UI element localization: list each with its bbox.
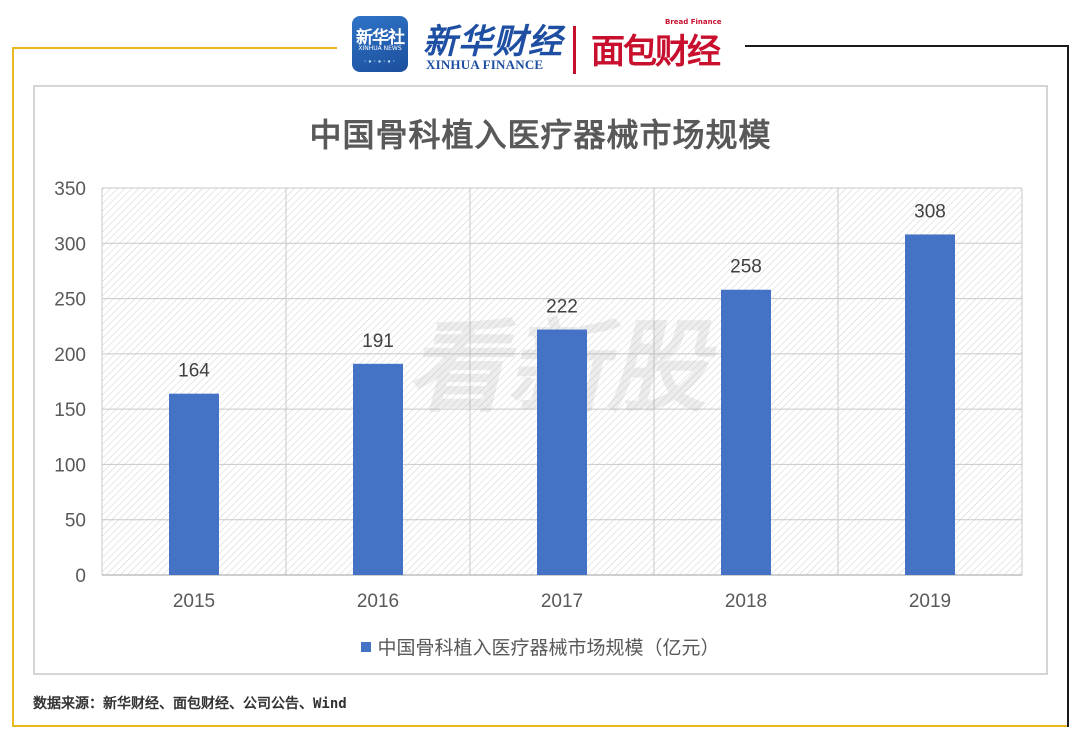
xinhua-finance-logo-cn: 新华财经 [423,22,563,62]
data-label-2017: 222 [546,297,578,318]
xinhua-news-logo: 新华社 XINHUA NEWS ·∙·∙·∙· [352,16,408,72]
y-tick-label: 300 [54,234,86,255]
data-label-2015: 164 [178,361,210,382]
x-tick-label: 2019 [909,591,951,612]
bread-finance-logo-cn: 面包财经 [591,32,721,72]
frame-line-right [1067,45,1069,727]
header-logos: 新华社 XINHUA NEWS ·∙·∙·∙· 新华财经 XINHUA FINA… [345,8,740,78]
y-tick-label: 0 [75,566,86,587]
data-label-2018: 258 [730,257,762,278]
xinhua-finance-logo-en: XINHUA FINANCE [426,57,544,72]
y-tick-label: 350 [54,179,86,200]
bar-2019 [905,234,955,575]
labels: 0 50 100 150 200 250 300 350 164 2015 191 2016 222 20… [54,179,951,612]
legend-label: 中国骨科植入医疗器械市场规模（亿元） [377,637,720,659]
y-tick-label: 250 [54,290,86,311]
y-tick-label: 50 [65,511,86,532]
bread-finance-logo-en: Bread Finance [665,18,722,26]
bar-2015 [169,393,219,575]
bar-2017 [537,329,587,575]
frame-line-left [12,47,14,727]
y-tick-label: 200 [54,345,86,366]
legend-swatch [361,642,372,652]
y-tick-label: 150 [54,400,86,421]
chart-svg: 看新股 050100150200250300350164201519120162… [54,179,1023,612]
logo-divider [573,26,576,74]
x-tick-label: 2016 [357,591,399,612]
data-label-2016: 191 [362,331,394,352]
x-tick-label: 2015 [173,591,215,612]
x-tick-label: 2017 [541,591,583,612]
frame-line-top-left [12,47,337,49]
source-note: 数据来源：新华财经、面包财经、公司公告、Wind [33,696,347,712]
bar-2016 [353,363,403,575]
y-tick-label: 100 [54,455,86,476]
frame-line-bottom [12,725,1068,727]
frame-line-top-right [745,45,1069,47]
xinhua-badge-en: XINHUA NEWS [358,45,402,52]
bars [169,234,955,575]
data-label-2019: 308 [914,201,946,222]
chart-title: 中国骨科植入医疗器械市场规模 [309,116,772,154]
network-dots-icon: ·∙·∙·∙· [363,57,397,66]
bar-2018 [721,289,771,575]
legend: 中国骨科植入医疗器械市场规模（亿元） [35,633,1046,660]
chart-panel: 看新股 050100150200250300350164201519120162… [33,85,1048,675]
xinhua-badge-cn: 新华社 [356,28,405,48]
x-tick-label: 2018 [725,591,767,612]
